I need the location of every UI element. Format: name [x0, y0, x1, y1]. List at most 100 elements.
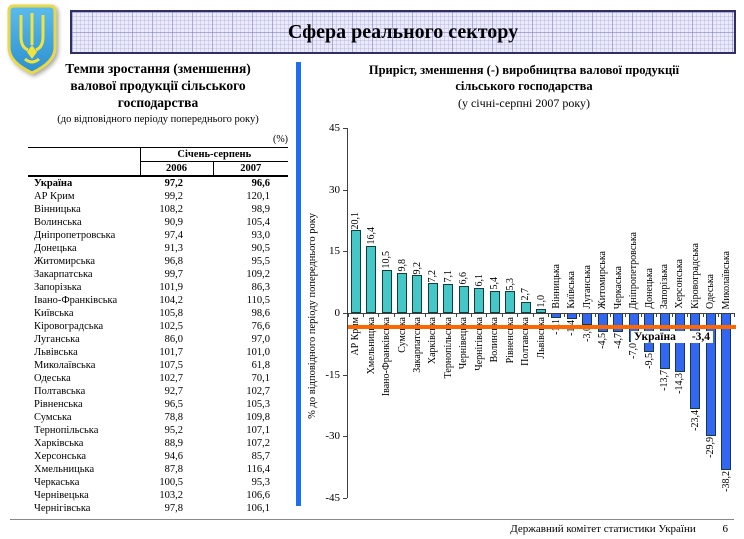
- table-cell-v2006: 105,8: [159, 308, 183, 319]
- bar-value-label: 9,8: [396, 259, 408, 272]
- bar-value-label: 10,5: [381, 251, 393, 269]
- table-row: Чернігівська 97,8 106,1: [28, 502, 288, 515]
- bar-positive: [505, 291, 516, 313]
- table-cell-region: Миколаївська: [34, 360, 96, 371]
- chart-title: Приріст, зменшення (-) виробництва валов…: [306, 62, 742, 111]
- bar-value-label: 6,1: [473, 274, 485, 287]
- bar-positive: [366, 245, 377, 313]
- table-cell-v2006: 94,6: [164, 451, 183, 462]
- table-cell-v2006: 90,9: [164, 217, 183, 228]
- table-cell-v2007: 105,3: [246, 399, 271, 410]
- chart-title-line2: сільського господарства: [455, 79, 593, 93]
- table-cell-v2007: 93,0: [251, 230, 271, 241]
- bar-value-label: -14,3: [674, 372, 686, 394]
- table-cell-region: Вінницька: [34, 204, 81, 215]
- bar-value-label: 1,0: [535, 295, 547, 308]
- table-cell-v2007: 95,3: [251, 477, 271, 488]
- x-tick-mark: [409, 313, 411, 317]
- bar-category-label: Дніпропетровська: [628, 231, 640, 309]
- table-cell-v2007: 61,8: [251, 360, 271, 371]
- bar-negative: [690, 313, 701, 410]
- table-title-line3: господарства: [117, 95, 199, 110]
- ukraine-reference-label: Україна -3,4: [631, 331, 714, 343]
- y-tick-label: -15: [325, 368, 340, 381]
- x-tick-mark: [424, 313, 426, 317]
- x-tick-mark: [347, 313, 349, 317]
- page-title: Сфера реального сектору: [287, 21, 519, 43]
- table-cell-region: Львівська: [34, 347, 78, 358]
- table-cell-v2006: 92,7: [164, 386, 183, 397]
- table-cell-region: Кіровоградська: [34, 321, 104, 332]
- table-year-header-row: 2006 2007: [28, 161, 289, 177]
- x-tick-mark: [501, 313, 503, 317]
- bar-category-label: Одеська: [705, 273, 717, 309]
- bar-category-label: Житомирська: [597, 250, 609, 309]
- bar-chart: % до відповідного періоду попереднього р…: [306, 120, 742, 510]
- table-row: Волинська 90,9 105,4: [28, 216, 288, 229]
- bar-category-label: Миколаївська: [720, 250, 732, 309]
- table-row: Полтавська 92,7 102,7: [28, 385, 288, 398]
- x-tick-mark: [718, 313, 720, 317]
- table-cell-v2007: 76,6: [251, 321, 271, 332]
- table-cell-region: Черкаська: [34, 477, 80, 488]
- table-cell-v2006: 87,8: [164, 464, 183, 475]
- table-cell-v2007: 86,3: [251, 282, 271, 293]
- table-cell-v2007: 101,0: [246, 347, 271, 358]
- table-row: Київська 105,8 98,6: [28, 307, 288, 320]
- table-cell-region: Рівненська: [34, 399, 83, 410]
- table-cell-v2007: 102,7: [246, 386, 271, 397]
- x-tick-mark: [393, 313, 395, 317]
- bar-category-label: Сумська: [396, 317, 408, 353]
- table-cell-v2007: 98,6: [251, 308, 271, 319]
- table-cell-v2006: 88,9: [164, 438, 183, 449]
- ukraine-label-value: -3,4: [691, 331, 711, 343]
- table-cell-v2007: 105,4: [246, 217, 271, 228]
- table-cell-v2006: 86,0: [164, 334, 183, 345]
- bar-positive: [381, 269, 392, 313]
- table-row: Одеська 102,7 70,1: [28, 372, 288, 385]
- table-cell-v2006: 97,8: [164, 503, 183, 514]
- bar-category-label: Київська: [566, 271, 578, 309]
- table-cell-v2007: 96,6: [251, 178, 271, 189]
- y-tick-mark: [343, 313, 347, 314]
- table-row: Донецька 91,3 90,5: [28, 242, 288, 255]
- bar-category-label: Донецька: [643, 268, 655, 309]
- table-cell-v2006: 101,7: [159, 347, 183, 358]
- y-tick-mark: [343, 251, 347, 253]
- bar-category-label: АР Крим: [350, 317, 362, 356]
- y-tick-mark: [343, 436, 347, 438]
- table-cell-v2006: 97,4: [164, 230, 183, 241]
- x-tick-mark: [362, 313, 364, 317]
- table-cell-region: Житомирська: [34, 256, 96, 267]
- chart-title-line1: Приріст, зменшення (-) виробництва валов…: [368, 63, 680, 77]
- x-tick-mark: [440, 313, 442, 317]
- table-title-line1: Темпи зростання (зменшення): [65, 61, 251, 76]
- unit-note: (%): [273, 134, 288, 145]
- bar-value-label: 2,7: [520, 288, 532, 301]
- bar-positive: [489, 290, 500, 313]
- bar-positive: [520, 301, 531, 313]
- table-cell-v2006: 96,8: [164, 256, 183, 267]
- bar-value-label: -4,7: [612, 333, 624, 350]
- table-row: Хмельницька 87,8 116,4: [28, 463, 288, 476]
- table-row: Вінницька 108,2 98,9: [28, 203, 288, 216]
- table-cell-region: АР Крим: [34, 191, 75, 202]
- table-row: Тернопільська 95,2 107,1: [28, 424, 288, 437]
- table-cell-region: Київська: [34, 308, 74, 319]
- bar-value-label: -7,0: [628, 342, 640, 359]
- table-cell-v2006: 78,8: [164, 412, 183, 423]
- table-row: Харківська 88,9 107,2: [28, 437, 288, 450]
- table-cell-region: Полтавська: [34, 386, 86, 397]
- table-cell-v2006: 91,3: [164, 243, 183, 254]
- table-row: Житомирська 96,8 95,5: [28, 255, 288, 268]
- table-cell-v2007: 110,5: [246, 295, 271, 306]
- x-tick-mark: [532, 313, 534, 317]
- table-cell-v2006: 102,7: [159, 373, 183, 384]
- bar-negative: [551, 313, 562, 318]
- table-row: Рівненська 96,5 105,3: [28, 398, 288, 411]
- bar-category-label: Луганська: [581, 265, 593, 309]
- panel-divider: [296, 62, 301, 506]
- table-cell-v2007: 85,7: [251, 451, 271, 462]
- coat-of-arms-ukraine-icon: [4, 3, 60, 78]
- table-cell-v2006: 96,5: [164, 399, 183, 410]
